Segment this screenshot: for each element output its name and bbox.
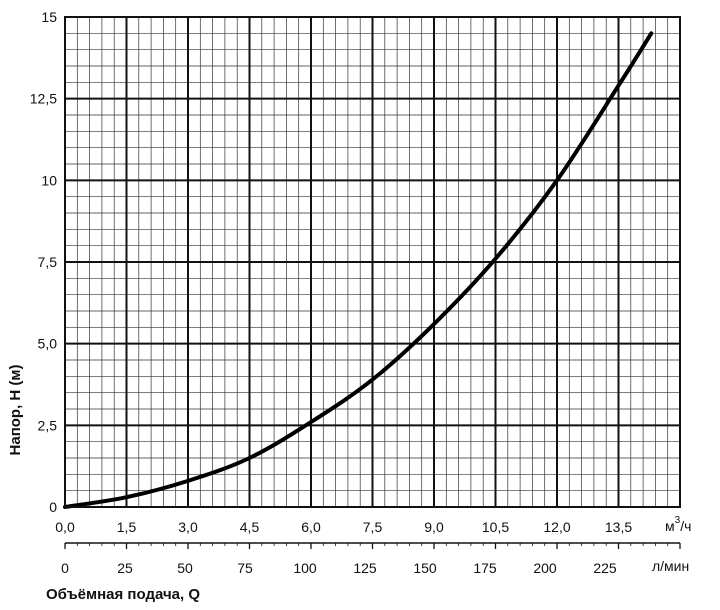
x-tick-label-secondary: 150 bbox=[413, 560, 437, 576]
x-tick-label-secondary: 50 bbox=[177, 560, 193, 576]
x-tick-label-secondary: 200 bbox=[533, 560, 557, 576]
y-tick-label: 10 bbox=[41, 172, 57, 188]
x-unit-primary-tail: /ч bbox=[680, 518, 691, 534]
x-tick-label-primary: 4,5 bbox=[240, 519, 260, 535]
x-tick-label-secondary: 100 bbox=[293, 560, 317, 576]
x-tick-label-primary: 12,0 bbox=[543, 519, 570, 535]
x-tick-label-secondary: 175 bbox=[473, 560, 497, 576]
x-tick-label-secondary: 125 bbox=[353, 560, 377, 576]
x-unit-secondary: л/мин bbox=[652, 558, 689, 574]
major-grid bbox=[64, 16, 681, 508]
x-tick-label-primary: 6,0 bbox=[301, 519, 321, 535]
y-tick-label: 7,5 bbox=[38, 254, 58, 270]
x-tick-label-primary: 1,5 bbox=[117, 519, 137, 535]
x-unit-primary-base: м bbox=[665, 518, 675, 534]
curve-layer bbox=[63, 31, 654, 509]
x-unit-primary: м3/ч bbox=[665, 515, 691, 534]
y-axis-title: Напор, H (м) bbox=[7, 365, 24, 456]
x-tick-label-secondary: 25 bbox=[117, 560, 133, 576]
labels-layer: 0 2,5 5,0 7,5 10 12,5 15 0,0 1,5 3,0 4,5 6,0 7,5 9,0 1… bbox=[30, 9, 633, 576]
x-tick-label-primary: 13,5 bbox=[605, 519, 632, 535]
y-tick-label: 15 bbox=[41, 9, 57, 25]
y-tick-label: 0 bbox=[49, 499, 57, 515]
x-tick-label-secondary: 0 bbox=[61, 560, 69, 576]
y-tick-label: 5,0 bbox=[38, 336, 58, 352]
x-tick-label-primary: 7,5 bbox=[363, 519, 383, 535]
x-axis-title: Объёмная подача, Q bbox=[46, 586, 200, 603]
x-tick-label-primary: 0,0 bbox=[55, 519, 75, 535]
x-tick-label-secondary: 75 bbox=[237, 560, 253, 576]
x-tick-label-primary: 10,5 bbox=[482, 519, 509, 535]
head-curve-line bbox=[63, 31, 654, 509]
y-tick-label: 12,5 bbox=[30, 91, 57, 107]
x-tick-label-secondary: 225 bbox=[593, 560, 617, 576]
y-tick-label: 2,5 bbox=[38, 417, 58, 433]
plot-frame bbox=[64, 16, 681, 508]
axes-layer bbox=[64, 16, 681, 549]
x-tick-label-primary: 3,0 bbox=[178, 519, 198, 535]
x-tick-label-primary: 9,0 bbox=[424, 519, 444, 535]
x-unit-primary-sup: 3 bbox=[675, 515, 681, 526]
